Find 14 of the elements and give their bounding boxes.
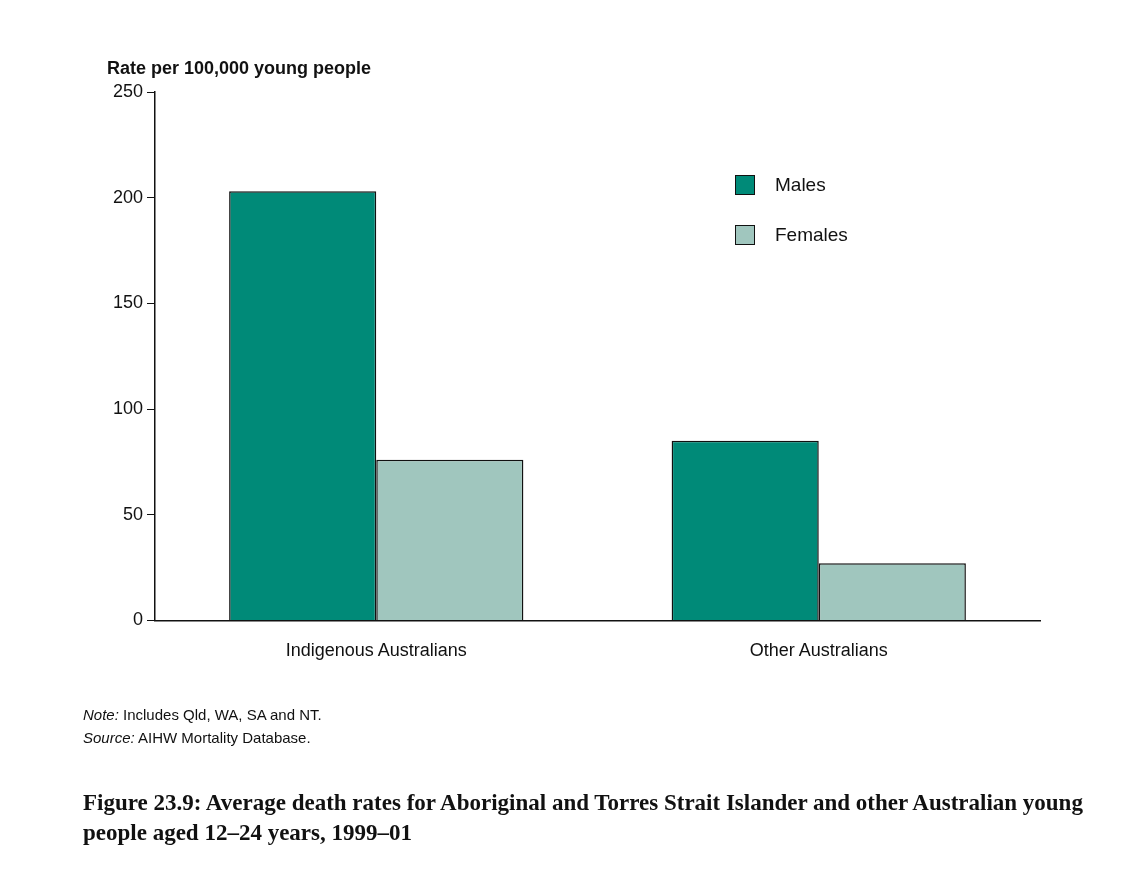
y-tick-label: 50 [122,503,143,524]
y-tick-label: 100 [112,398,143,419]
y-axis-title: Rate per 100,000 young people [107,58,372,79]
x-tick-label: Indigenous Australians [285,640,467,661]
legend-label: Females [775,224,848,246]
legend-label: Males [775,174,826,196]
text: Note: Includes Qld, WA, SA and NT. [83,706,322,723]
y-tick-label: 250 [112,80,143,101]
y-tick-label: 200 [112,186,143,207]
text: Figure 23.9: Average death rates for Aboriginal and Torres Strait Islander and other Australian young people aged 12–24 years, 1999–01 [83,789,1084,847]
y-tick-label: 0 [132,609,143,630]
source-note: Source: AIHW Mortality Database. [83,729,312,746]
x-tick-label: Other Australians [749,640,888,661]
y-tick-label: 150 [112,292,143,313]
